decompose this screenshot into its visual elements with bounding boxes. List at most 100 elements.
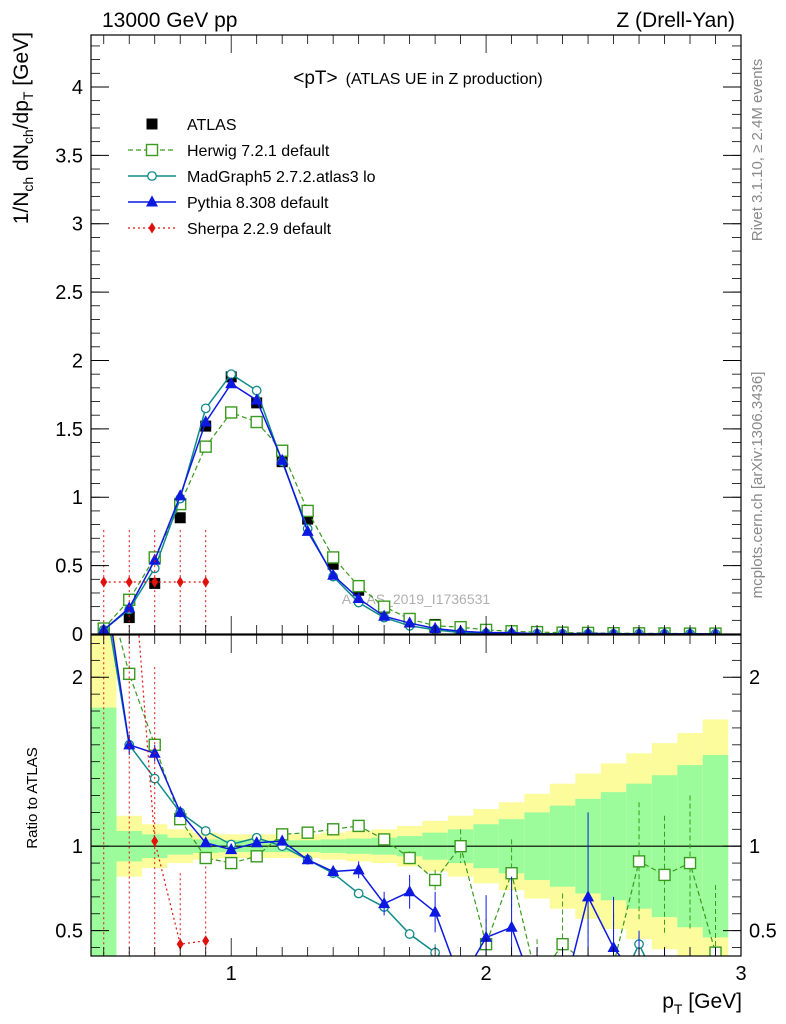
data-point xyxy=(123,612,135,624)
legend-entry: ATLAS xyxy=(146,117,237,134)
x-tick-label: 1 xyxy=(226,963,237,985)
ratio-point xyxy=(326,823,340,836)
data-point xyxy=(202,576,210,588)
ratio-point xyxy=(301,826,314,839)
chart-title-main: <pT> xyxy=(293,68,337,89)
ratio-point xyxy=(683,856,697,870)
y-tick-label: 3.5 xyxy=(55,145,83,167)
ratio-axes: 0.5 0.5 1 1 2 2 1 2 3 xyxy=(55,635,777,985)
ratio-point xyxy=(584,994,593,1003)
ratio-point xyxy=(583,959,594,970)
header-right: Z (Drell-Yan) xyxy=(616,9,735,32)
ratio-point xyxy=(199,836,212,848)
main-plot-panel: <pT> (ATLAS UE in Z production) ATLAS_201… xyxy=(10,32,742,646)
legend-entry: Sherpa 2.2.9 default xyxy=(128,221,332,238)
ratio-point xyxy=(455,975,467,986)
ratio-point xyxy=(176,938,184,950)
data-point xyxy=(326,551,340,564)
data-point xyxy=(200,403,211,414)
ratio-point xyxy=(558,994,567,1003)
ratio-point xyxy=(200,826,211,836)
y-tick-label: 3 xyxy=(72,214,83,236)
ratio-y-tick-label: 2 xyxy=(72,667,83,689)
ratio-point xyxy=(532,976,543,987)
data-point xyxy=(100,576,108,588)
data-point xyxy=(174,512,186,524)
ratio-y-tick-label-right: 2 xyxy=(749,667,760,689)
ratio-y-label: Ratio to ATLAS xyxy=(24,747,41,848)
x-tick-label: 3 xyxy=(735,963,746,985)
data-point xyxy=(301,504,314,518)
ratio-point xyxy=(533,991,542,1000)
ratio-point xyxy=(609,994,618,1003)
ratio-point xyxy=(199,851,212,865)
data-point xyxy=(276,453,289,465)
ratio-point xyxy=(353,888,364,899)
data-point xyxy=(378,609,391,621)
ratio-point xyxy=(505,920,518,932)
data-point xyxy=(151,576,159,588)
ratio-point xyxy=(403,885,416,897)
ratio-point xyxy=(377,833,391,846)
ratio-point xyxy=(327,864,340,877)
legend-label: Pythia 8.308 default xyxy=(187,195,329,212)
ratio-point xyxy=(250,836,263,848)
y-tick-label: 1.5 xyxy=(55,419,83,441)
legend-marker xyxy=(147,171,157,181)
ratio-point xyxy=(607,940,620,953)
header-left: 13000 GeV pp xyxy=(102,9,237,32)
legend-entry: MadGraph5 2.7.2.atlas3 lo xyxy=(128,169,376,186)
ratio-point xyxy=(404,929,415,939)
legend-marker xyxy=(145,143,159,157)
legend-label: Sherpa 2.2.9 default xyxy=(187,221,332,238)
ratio-point xyxy=(454,839,467,853)
data-point xyxy=(250,415,263,429)
legend-marker xyxy=(146,118,158,130)
data-point xyxy=(302,513,314,525)
legend: ATLAS Herwig 7.2.1 default MadGraph5 2.7.2… xyxy=(128,117,376,238)
top-axes: 0 0.5 1 1.5 2 2.5 3 3.5 4 xyxy=(55,35,741,646)
ratio-point xyxy=(632,855,646,868)
ratio-point xyxy=(507,986,516,995)
ratio-point xyxy=(378,897,391,909)
ratio-point xyxy=(582,890,595,902)
ratio-point xyxy=(531,992,543,1003)
data-point xyxy=(148,553,161,565)
ratio-point xyxy=(301,853,314,865)
chart-title-sub: (ATLAS UE in Z production) xyxy=(346,71,543,88)
data-point xyxy=(352,591,365,603)
legend-label: ATLAS xyxy=(187,117,237,134)
ratio-point xyxy=(633,975,645,986)
legend-label: Herwig 7.2.1 default xyxy=(187,143,330,160)
y-tick-label: 0.5 xyxy=(55,556,83,578)
data-point xyxy=(250,393,263,405)
ratio-y-tick-label: 1 xyxy=(72,836,83,858)
data-point xyxy=(176,576,184,588)
data-point xyxy=(224,406,238,419)
data-point xyxy=(125,576,133,588)
ratio-point xyxy=(126,503,133,514)
data-point xyxy=(327,568,340,580)
data-point xyxy=(352,579,365,593)
chart-title: <pT> (ATLAS UE in Z production) xyxy=(293,68,542,89)
legend-marker xyxy=(146,195,158,207)
ratio-point xyxy=(428,873,442,887)
data-point xyxy=(301,524,314,536)
ratio-point xyxy=(456,969,465,978)
ratio-point xyxy=(151,835,159,847)
legend-marker xyxy=(148,222,156,234)
y-tick-label: 2 xyxy=(72,350,83,372)
y-tick-label: 0 xyxy=(72,624,83,646)
data-point xyxy=(327,558,339,570)
x-tick-label: 2 xyxy=(481,963,492,985)
ratio-point xyxy=(276,834,289,846)
ratio-y-tick-label-right: 1 xyxy=(749,836,760,858)
ratio-plot-panel: 0.5 0.5 1 1 2 2 1 2 3 Ratio to ATLAS pT [GeV] xyxy=(24,503,777,1017)
legend-label: MadGraph5 2.7.2.atlas3 lo xyxy=(187,169,376,186)
series-4 xyxy=(100,530,210,634)
y-tick-label: 1 xyxy=(72,487,83,509)
data-point xyxy=(225,377,238,389)
uncertainty-bands xyxy=(91,635,741,956)
data-point xyxy=(199,415,212,427)
